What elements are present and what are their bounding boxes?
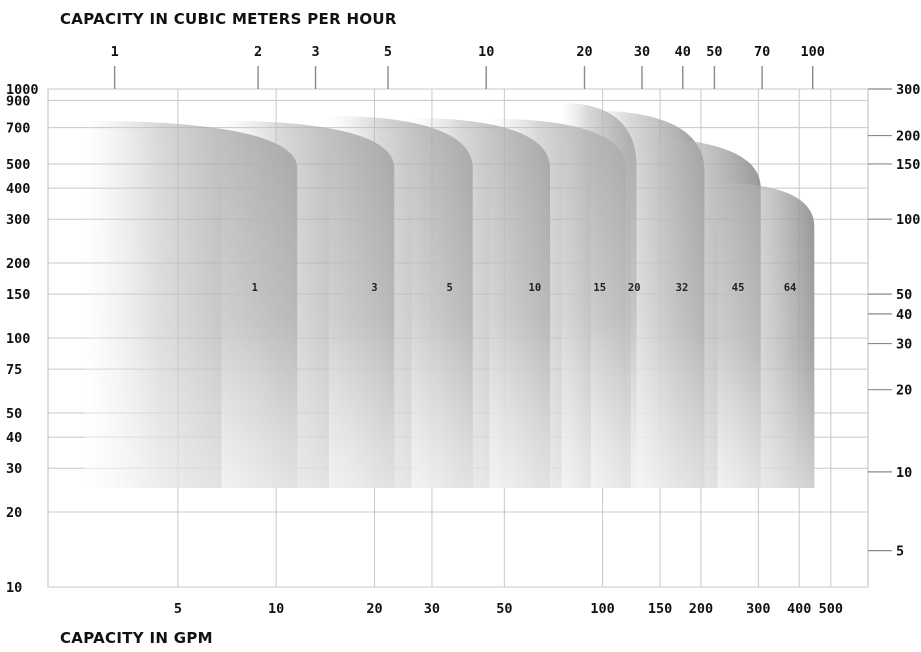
- model-label: 5: [447, 282, 453, 294]
- y-left-tick-label: 150: [6, 287, 30, 303]
- x-bottom-tick-label: 50: [496, 601, 512, 617]
- y-left-tick-label: 40: [6, 430, 22, 446]
- model-label: 45: [732, 282, 745, 294]
- model-label: 32: [676, 282, 689, 294]
- model-label: 10: [529, 282, 542, 294]
- y-right-tick-label: 10: [896, 465, 912, 481]
- model-label: 1: [252, 282, 258, 294]
- y-left-tick-label: 20: [6, 505, 22, 521]
- top-axis-title: CAPACITY IN CUBIC METERS PER HOUR: [60, 10, 397, 28]
- y-left-tick-label: 300: [6, 212, 30, 228]
- y-right-tick-label: 40: [896, 307, 912, 323]
- bottom-axis-title: CAPACITY IN GPM: [60, 629, 213, 647]
- x-top-tick-label: 50: [706, 44, 722, 60]
- y-left-tick-label: 700: [6, 121, 30, 137]
- x-top-tick-label: 3: [311, 44, 319, 60]
- y-right-tick-label: 5: [896, 544, 904, 560]
- y-left-tick-label: 200: [6, 256, 30, 272]
- x-bottom-tick-label: 200: [689, 601, 713, 617]
- x-top-tick-label: 20: [576, 44, 592, 60]
- model-labels: 1 3 5 10 15 20 32 45 64: [252, 282, 797, 294]
- y-right-tick-label: 150: [896, 157, 920, 173]
- x-top-tick-label: 1: [111, 44, 119, 60]
- x-bottom-tick-label: 20: [366, 601, 382, 617]
- y-right-tick-label: 30: [896, 337, 912, 353]
- model-area-fade-64: [717, 182, 815, 488]
- y-left-tick-label: 75: [6, 362, 22, 378]
- y-right-tick-label: 20: [896, 383, 912, 399]
- x-bottom-tick-label: 100: [590, 601, 614, 617]
- y-left-tick-label: 10: [6, 580, 22, 596]
- y-left-tick-label: 100: [6, 331, 30, 347]
- y-left-tick-label: 30: [6, 461, 22, 477]
- model-curves: [85, 102, 815, 488]
- x-top-tick-label: 10: [478, 44, 494, 60]
- x-top-tick-label: 40: [675, 44, 691, 60]
- y-right-tick-label: 300: [896, 82, 920, 98]
- model-label: 15: [593, 282, 606, 294]
- y-right-tick-label: 50: [896, 287, 912, 303]
- x-bottom-tick-label: 10: [268, 601, 284, 617]
- x-top-tick-label: 2: [254, 44, 262, 60]
- model-label: 20: [628, 282, 641, 294]
- axes: 1020304050751001502003004005007009001000…: [6, 44, 920, 617]
- x-bottom-tick-label: 5: [174, 601, 182, 617]
- x-bottom-tick-label: 400: [787, 601, 811, 617]
- x-bottom-tick-label: 300: [746, 601, 770, 617]
- y-left-tick-label: 900: [6, 93, 30, 109]
- x-top-tick-label: 70: [754, 44, 770, 60]
- y-right-tick-label: 200: [896, 129, 920, 145]
- y-right-tick-label: 100: [896, 212, 920, 228]
- x-bottom-tick-label: 30: [424, 601, 440, 617]
- y-left-tick-label: 50: [6, 406, 22, 422]
- x-top-tick-label: 5: [384, 44, 392, 60]
- model-label: 64: [784, 282, 797, 294]
- y-left-tick-label: 400: [6, 181, 30, 197]
- x-bottom-tick-label: 500: [819, 601, 843, 617]
- x-top-tick-label: 30: [634, 44, 650, 60]
- x-top-tick-label: 100: [800, 44, 824, 60]
- y-left-tick-label: 500: [6, 157, 30, 173]
- y-left-tick-label: 1000: [6, 82, 39, 98]
- x-bottom-tick-label: 150: [648, 601, 672, 617]
- model-label: 3: [371, 282, 377, 294]
